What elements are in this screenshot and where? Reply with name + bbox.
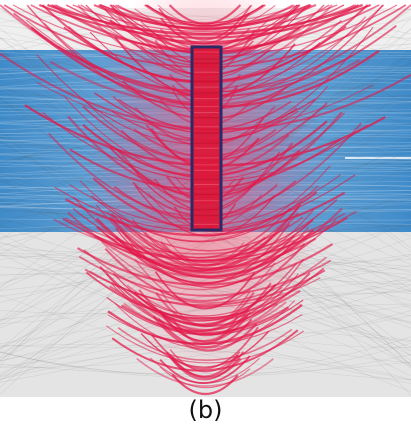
- red-curve: [123, 301, 287, 336]
- red-curve: [93, 3, 317, 30]
- red-curve: [79, 165, 331, 242]
- red-curve: [155, 291, 255, 328]
- red-curve: [96, 218, 314, 272]
- red-core: [193, 48, 220, 230]
- red-curve: [146, 4, 264, 27]
- red-curve: [95, 204, 315, 274]
- red-curve: [120, 304, 290, 335]
- red-curve: [136, 357, 274, 387]
- red-curve: [115, 227, 295, 288]
- red-curve: [168, 4, 242, 25]
- red-curve: [149, 357, 261, 384]
- red-curve: [106, 212, 304, 252]
- red-curve: [132, 218, 278, 270]
- red-curve: [133, 284, 277, 326]
- red-curve: [83, 249, 327, 304]
- red-curve: [126, 284, 284, 319]
- red-curve: [140, 330, 270, 368]
- red-curve: [105, 325, 305, 364]
- red-curve: [159, 366, 251, 389]
- red-curve: [110, 206, 300, 263]
- red-curve: [72, 4, 338, 32]
- red-curve: [154, 271, 256, 310]
- red-curve: [134, 185, 276, 237]
- highlight-box: [190, 45, 223, 232]
- red-curve: [107, 303, 303, 345]
- red-curve: [114, 300, 296, 349]
- red-curve: [160, 12, 250, 45]
- red-curve: [104, 243, 306, 302]
- red-curve: [64, 212, 346, 255]
- red-curve: [76, 243, 334, 286]
- red-curve: [138, 301, 272, 331]
- red-curve: [127, 286, 283, 317]
- red-curve: [119, 223, 291, 285]
- red-curve: [171, 354, 239, 378]
- red-curve: [82, 224, 328, 266]
- red-curve: [109, 285, 301, 321]
- red-curve: [171, 373, 239, 396]
- red-curve: [110, 4, 300, 24]
- red-curve: [38, 4, 372, 39]
- red-core-lines: [194, 51, 219, 225]
- red-curve: [65, 4, 345, 43]
- red-curve: [47, 3, 363, 35]
- red-curve: [106, 297, 304, 336]
- red-curve: [165, 351, 245, 381]
- red-curve: [151, 326, 259, 370]
- red-curve: [131, 298, 279, 336]
- red-curve: [111, 329, 299, 372]
- red-curve: [64, 191, 346, 237]
- red-curve: [152, 315, 258, 352]
- red-curve: [159, 309, 251, 337]
- red-curve: [89, 270, 321, 308]
- panel-caption: (b): [188, 396, 223, 424]
- red-curve: [117, 327, 293, 361]
- red-curve: [109, 204, 301, 272]
- red-curve: [100, 4, 310, 26]
- red-curve: [91, 185, 319, 243]
- red-curve: [115, 4, 295, 31]
